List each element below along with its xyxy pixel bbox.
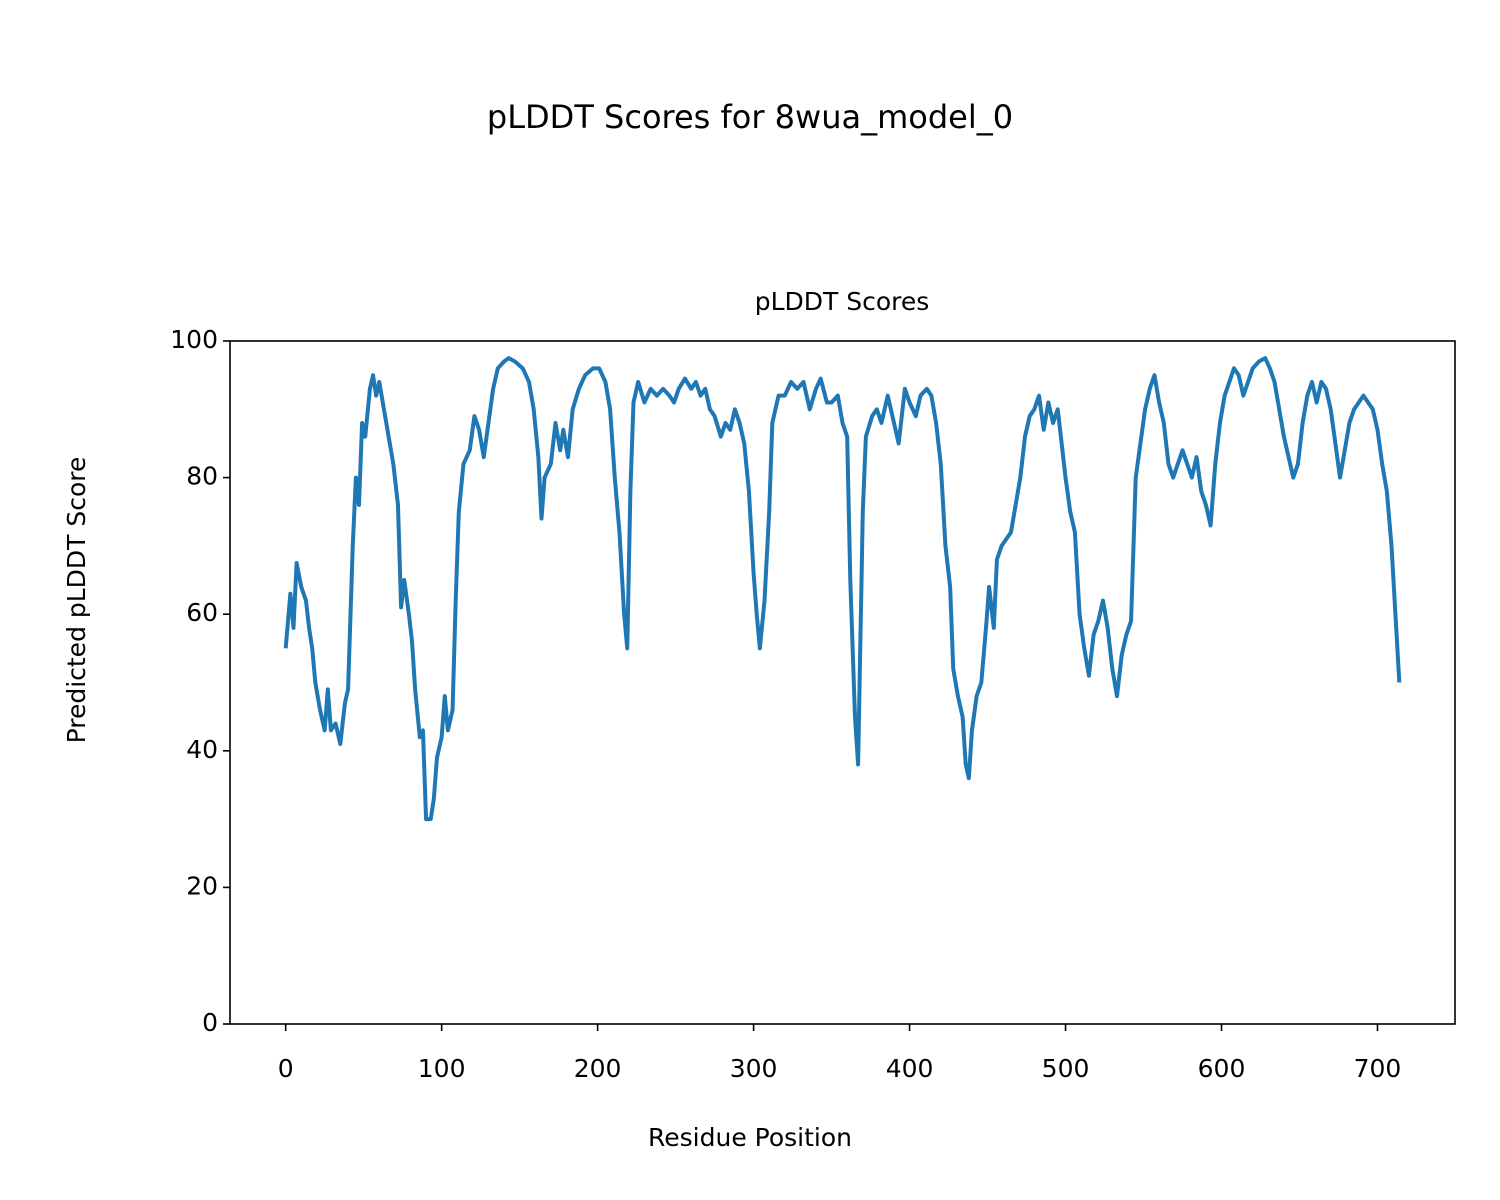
x-tick-label: 200	[574, 1054, 622, 1083]
plot-frame	[229, 340, 1456, 1025]
data-line	[283, 356, 1402, 822]
x-axis-label: Residue Position	[648, 1123, 852, 1152]
x-tick-label: 500	[1042, 1054, 1090, 1083]
x-tick-label: 300	[730, 1054, 778, 1083]
x-tick-label: 600	[1198, 1054, 1246, 1083]
y-tick-label: 80	[186, 462, 218, 491]
y-tick-label: 20	[186, 871, 218, 900]
y-axis-label: Predicted pLDDT Score	[62, 457, 91, 744]
y-tick-label: 60	[186, 598, 218, 627]
x-tick-label: 700	[1354, 1054, 1402, 1083]
y-tick-label: 100	[170, 325, 218, 354]
x-tick-label: 100	[418, 1054, 466, 1083]
figure-title: pLDDT Scores for 8wua_model_0	[487, 98, 1013, 136]
y-tick-label: 0	[202, 1008, 218, 1037]
x-tick-label: 0	[278, 1054, 294, 1083]
x-tick-label: 400	[886, 1054, 934, 1083]
axes-title: pLDDT Scores	[755, 287, 930, 316]
y-tick-label: 40	[186, 735, 218, 764]
